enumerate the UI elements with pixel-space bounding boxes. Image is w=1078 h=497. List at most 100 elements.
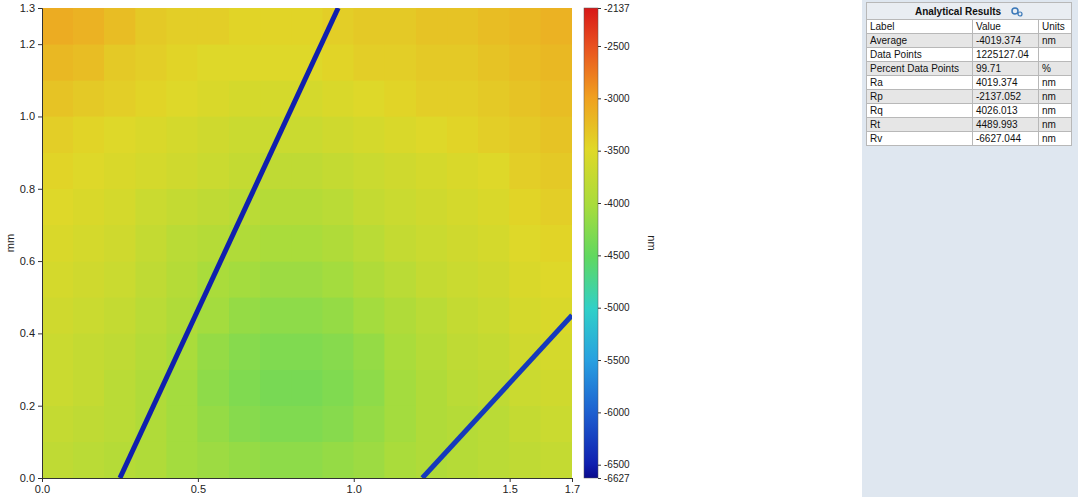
height-cell bbox=[385, 8, 416, 44]
tick-label: -5500 bbox=[604, 355, 630, 366]
height-cell bbox=[136, 8, 167, 44]
height-cell bbox=[167, 116, 198, 152]
tick: -2500 bbox=[598, 41, 630, 52]
tick-label: -3000 bbox=[604, 93, 630, 104]
tick: 0.5 bbox=[191, 478, 206, 495]
height-cell bbox=[42, 297, 73, 333]
height-cell bbox=[136, 116, 167, 152]
height-cell bbox=[541, 44, 572, 80]
height-cell bbox=[323, 80, 354, 116]
tick-label: -2137 bbox=[604, 3, 630, 14]
height-cell bbox=[167, 189, 198, 225]
height-cell bbox=[447, 333, 478, 369]
height-cell bbox=[478, 225, 509, 261]
height-cell bbox=[104, 8, 135, 44]
height-cell bbox=[354, 406, 385, 442]
results-table: Analytical ResultsLabelValueUnitsAverage… bbox=[866, 2, 1072, 146]
height-cell bbox=[229, 370, 260, 406]
tick: 0.4 bbox=[20, 327, 42, 339]
height-cell bbox=[323, 333, 354, 369]
tick: 1.5 bbox=[502, 478, 517, 495]
height-cell bbox=[323, 370, 354, 406]
height-cell bbox=[73, 297, 104, 333]
height-cell bbox=[416, 261, 447, 297]
height-cell bbox=[510, 406, 541, 442]
height-cell bbox=[323, 261, 354, 297]
height-cell bbox=[42, 116, 73, 152]
settings-icon[interactable] bbox=[1011, 7, 1023, 17]
height-cell bbox=[42, 370, 73, 406]
scratch bbox=[120, 8, 338, 478]
tick-mark bbox=[38, 478, 42, 479]
height-cell bbox=[73, 261, 104, 297]
height-cell bbox=[416, 44, 447, 80]
height-cell bbox=[136, 333, 167, 369]
tick: -2137 bbox=[598, 3, 630, 14]
table-cell: % bbox=[1039, 62, 1072, 76]
tick-label: -6500 bbox=[604, 459, 630, 470]
height-cell bbox=[73, 406, 104, 442]
height-cell bbox=[510, 116, 541, 152]
height-cell bbox=[323, 153, 354, 189]
height-cell bbox=[42, 333, 73, 369]
height-cell bbox=[510, 261, 541, 297]
tick: 1.3 bbox=[20, 2, 42, 14]
tick: 1.0 bbox=[20, 110, 42, 122]
tick: 0.6 bbox=[20, 255, 42, 267]
tick-label: -6000 bbox=[604, 407, 630, 418]
tick-label: -5000 bbox=[604, 302, 630, 313]
tick-mark bbox=[38, 8, 42, 9]
height-cell bbox=[198, 153, 229, 189]
height-cell bbox=[510, 297, 541, 333]
tick-mark bbox=[572, 478, 573, 482]
height-cell bbox=[104, 406, 135, 442]
height-cell bbox=[73, 370, 104, 406]
height-cell bbox=[229, 44, 260, 80]
tick-label: 0.2 bbox=[20, 400, 35, 412]
tick-mark bbox=[598, 46, 601, 47]
height-cell bbox=[510, 153, 541, 189]
tick-mark bbox=[598, 412, 601, 413]
height-cell bbox=[447, 44, 478, 80]
tick-mark bbox=[38, 189, 42, 190]
height-cell bbox=[73, 44, 104, 80]
tick-label: -4000 bbox=[604, 198, 630, 209]
table-title-cell: Analytical Results bbox=[867, 3, 1072, 20]
height-cell bbox=[541, 189, 572, 225]
tick: -6627 bbox=[598, 473, 630, 484]
height-cell bbox=[73, 8, 104, 44]
height-cell bbox=[260, 80, 291, 116]
height-cell bbox=[136, 44, 167, 80]
tick-mark bbox=[38, 333, 42, 334]
height-cell bbox=[385, 261, 416, 297]
height-cell bbox=[229, 297, 260, 333]
column-head: Units bbox=[1039, 20, 1072, 34]
tick-label: 1.2 bbox=[20, 38, 35, 50]
height-cell bbox=[385, 406, 416, 442]
height-cell bbox=[323, 406, 354, 442]
height-cell bbox=[323, 44, 354, 80]
table-title: Analytical Results bbox=[915, 6, 1001, 17]
axis-title: mm bbox=[4, 234, 16, 252]
tick-mark bbox=[38, 261, 42, 262]
height-cell bbox=[42, 44, 73, 80]
height-cell bbox=[104, 297, 135, 333]
height-cell bbox=[291, 116, 322, 152]
height-cell bbox=[510, 80, 541, 116]
height-cell bbox=[104, 80, 135, 116]
colorbar-title: nm bbox=[646, 235, 658, 250]
tick: 0.0 bbox=[35, 478, 50, 495]
axis-line bbox=[599, 9, 602, 479]
tick: -4000 bbox=[598, 198, 630, 209]
tick: 0.8 bbox=[20, 183, 42, 195]
height-cell bbox=[447, 370, 478, 406]
tick-label: 0.0 bbox=[20, 472, 35, 484]
height-cell bbox=[260, 406, 291, 442]
height-cell bbox=[136, 153, 167, 189]
tick-label: -6627 bbox=[604, 473, 630, 484]
height-cell bbox=[385, 189, 416, 225]
tick: -5500 bbox=[598, 355, 630, 366]
height-cell bbox=[541, 261, 572, 297]
height-cell bbox=[447, 189, 478, 225]
column-head: Value bbox=[972, 20, 1038, 34]
